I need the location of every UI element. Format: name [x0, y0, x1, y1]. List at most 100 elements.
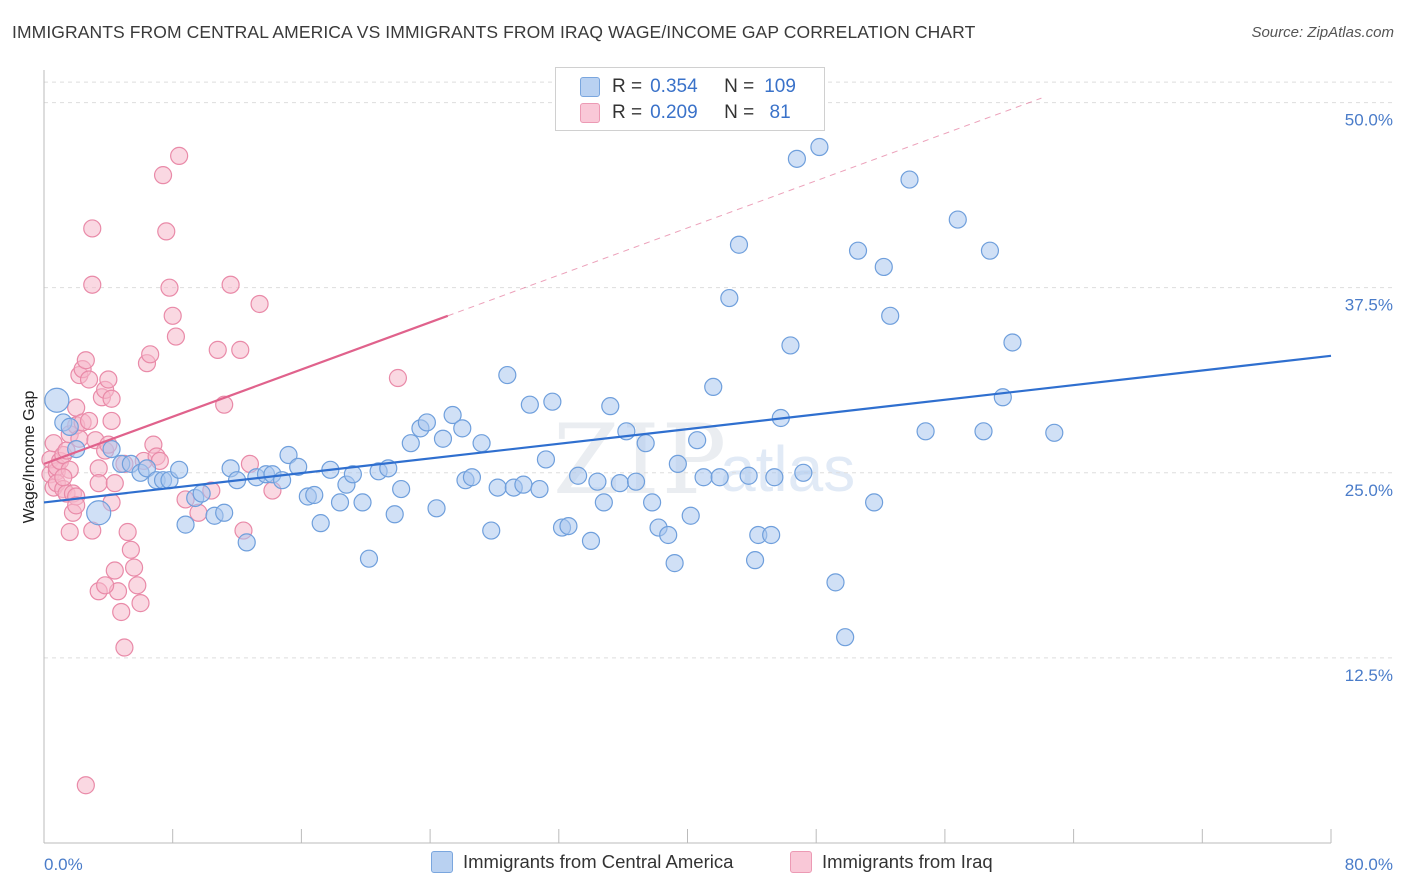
data-point-central-america	[781, 336, 800, 355]
data-point-iraq	[128, 576, 147, 595]
data-point-central-america	[581, 531, 601, 551]
data-point-iraq	[76, 351, 95, 370]
data-point-central-america	[848, 241, 868, 260]
x-tick-label-min: 0.0%	[44, 855, 83, 874]
series-iraq-points	[41, 146, 408, 795]
data-point-iraq	[121, 540, 140, 559]
y-axis-title: Wage/Income Gap	[21, 391, 38, 524]
data-point-central-america	[993, 388, 1012, 407]
legend-r-label: R =	[612, 102, 643, 123]
legend-row-iraq: R = 0.209 N = 81	[580, 100, 791, 126]
data-point-central-america	[980, 241, 1000, 260]
axes	[43, 70, 1332, 844]
data-point-iraq	[124, 558, 144, 577]
trend-lines	[43, 97, 1332, 504]
y-tick-label: 50.0%	[1345, 111, 1393, 130]
y-tick-label: 12.5%	[1345, 666, 1393, 685]
data-point-central-america	[681, 506, 700, 525]
data-point-central-america	[86, 500, 112, 526]
data-point-iraq	[79, 370, 99, 389]
data-point-iraq	[54, 468, 73, 487]
data-point-central-america	[392, 479, 411, 499]
legend-label-central-america: Immigrants from Central America	[463, 851, 734, 872]
data-point-iraq	[231, 340, 250, 359]
data-point-central-america	[865, 493, 884, 512]
data-point-central-america	[1045, 423, 1064, 442]
data-point-iraq	[160, 278, 179, 297]
data-point-central-america	[826, 573, 845, 592]
series-legend: Immigrants from Central America Immigran…	[0, 851, 1406, 877]
trend-line-central-america	[43, 354, 1332, 504]
data-point-iraq	[60, 522, 79, 542]
axis-labels: 12.5% 25.0% 37.5% 50.0% 0.0% 80.0% Wage/Income…	[21, 111, 1393, 874]
data-point-central-america	[694, 468, 713, 487]
legend-item-iraq[interactable]: Immigrants from Iraq	[790, 851, 993, 873]
data-point-central-america	[569, 466, 588, 485]
data-point-central-america	[739, 466, 758, 485]
data-point-central-america	[417, 413, 436, 432]
data-point-iraq	[112, 602, 131, 622]
data-point-central-america	[192, 484, 211, 503]
data-point-iraq	[131, 594, 150, 613]
data-point-iraq	[89, 474, 108, 493]
data-point-central-america	[787, 149, 806, 168]
data-point-iraq	[141, 345, 160, 364]
data-point-central-america	[343, 465, 362, 484]
data-point-iraq	[166, 327, 186, 346]
data-point-iraq	[388, 368, 408, 388]
y-tick-label: 25.0%	[1345, 481, 1393, 500]
data-point-central-america	[948, 210, 967, 229]
data-point-central-america	[401, 434, 420, 453]
data-point-iraq	[99, 370, 118, 389]
data-point-central-america	[762, 525, 781, 545]
y-tick-label: 37.5%	[1345, 296, 1393, 315]
data-point-central-america	[704, 377, 723, 397]
legend-r-value: 0.209	[650, 102, 698, 123]
data-point-central-america	[443, 405, 462, 425]
data-point-central-america	[601, 397, 620, 416]
data-point-central-america	[530, 479, 549, 499]
data-point-central-america	[710, 468, 729, 487]
data-point-central-america	[594, 493, 613, 512]
data-point-iraq	[153, 166, 173, 185]
data-point-central-america	[427, 499, 446, 518]
data-point-central-america	[359, 549, 379, 568]
data-point-central-america	[588, 472, 607, 491]
data-point-central-america	[453, 419, 472, 438]
legend-item-central-america[interactable]: Immigrants from Central America	[431, 851, 733, 873]
data-point-central-america	[279, 445, 298, 465]
data-point-central-america	[514, 475, 533, 494]
data-point-iraq	[250, 294, 269, 314]
data-point-central-america	[305, 485, 324, 505]
data-point-central-america	[643, 493, 662, 512]
data-point-central-america	[543, 392, 562, 411]
data-point-iraq	[118, 522, 137, 542]
data-point-central-america	[170, 460, 189, 479]
data-point-central-america	[289, 457, 308, 476]
data-point-iraq	[83, 275, 102, 294]
data-point-iraq	[105, 561, 124, 580]
data-point-central-america	[311, 514, 330, 533]
legend-n-value: 109	[764, 76, 796, 97]
data-point-central-america	[626, 472, 646, 491]
data-point-central-america	[215, 503, 234, 522]
data-point-central-america	[610, 474, 630, 493]
data-point-central-america	[1003, 333, 1022, 352]
legend-swatch-blue	[431, 851, 453, 873]
data-point-central-america	[237, 533, 256, 552]
data-point-central-america	[636, 434, 655, 453]
data-point-iraq	[221, 275, 240, 294]
trend-line-iraq	[43, 314, 449, 465]
data-point-central-america	[176, 515, 195, 534]
legend-swatch-pink	[790, 851, 812, 873]
data-point-iraq	[170, 146, 189, 165]
data-point-central-america	[659, 525, 678, 545]
correlation-legend: R = 0.354 N = 109 R = 0.209 N = 81	[555, 67, 825, 131]
legend-n-label: N =	[724, 102, 755, 123]
data-point-central-america	[874, 257, 893, 277]
data-point-central-america	[330, 493, 350, 512]
chart-title: IMMIGRANTS FROM CENTRAL AMERICA VS IMMIG…	[12, 22, 976, 42]
legend-n-value: 81	[764, 102, 791, 123]
data-point-central-america	[916, 422, 935, 441]
data-point-iraq	[79, 411, 99, 431]
